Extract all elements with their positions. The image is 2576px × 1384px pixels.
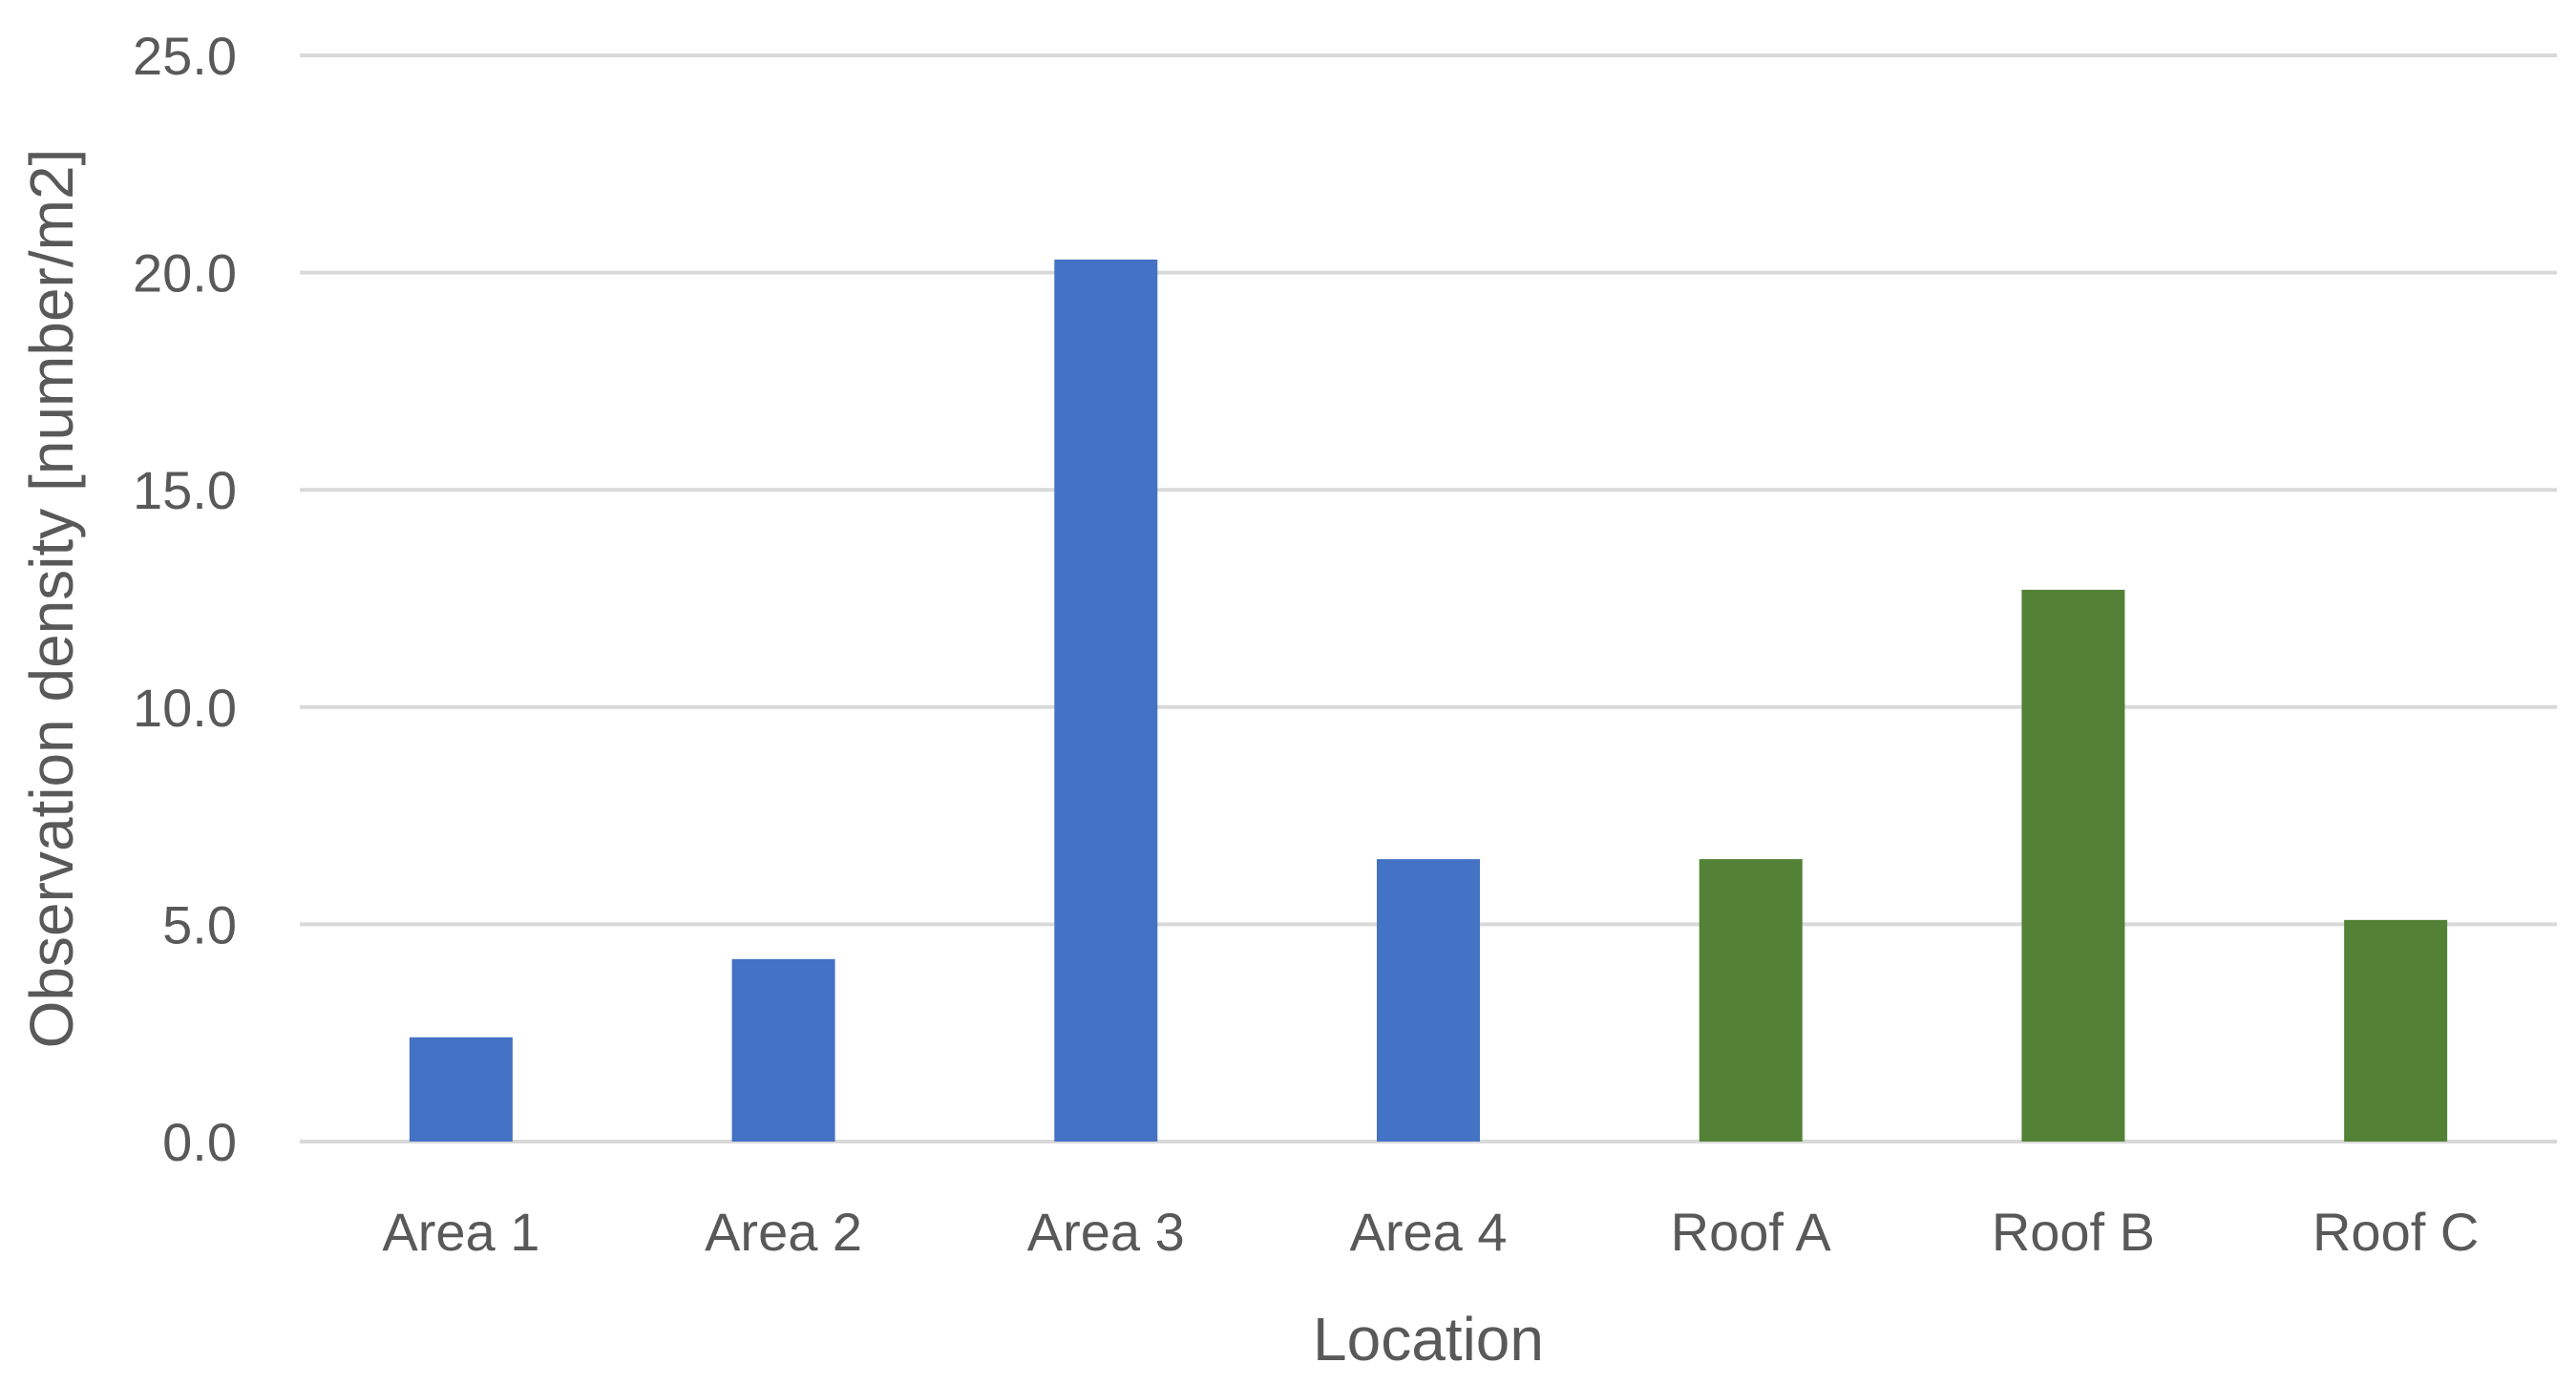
bar-area-1 xyxy=(409,1037,513,1142)
bars xyxy=(409,259,2448,1143)
x-tick-label: Area 2 xyxy=(705,1202,862,1262)
y-axis-title: Observation density [number/m2] xyxy=(17,149,86,1049)
x-tick-label: Area 1 xyxy=(382,1202,539,1262)
y-tick-label: 25.0 xyxy=(133,26,237,86)
y-tick-label: 15.0 xyxy=(133,460,237,520)
x-axis-title: Location xyxy=(1313,1305,1544,1374)
bar-area-2 xyxy=(731,958,835,1142)
y-axis-tick-labels: 0.0 5.0 10.0 15.0 20.0 25.0 xyxy=(133,26,237,1172)
bar-area-3 xyxy=(1054,259,1158,1143)
x-tick-label: Area 3 xyxy=(1027,1202,1185,1262)
x-axis-tick-labels: Area 1 Area 2 Area 3 Area 4 Roof A Roof B Roof… xyxy=(382,1202,2479,1262)
y-tick-label: 5.0 xyxy=(162,894,237,954)
gridlines xyxy=(300,53,2557,1143)
y-tick-label: 0.0 xyxy=(162,1112,237,1172)
bar-roof-a xyxy=(1699,859,1803,1142)
bar-roof-c xyxy=(2344,919,2448,1142)
x-tick-label: Area 4 xyxy=(1350,1202,1508,1262)
x-tick-label: Roof A xyxy=(1671,1202,1832,1262)
x-tick-label: Roof B xyxy=(1992,1202,2155,1262)
bar-roof-b xyxy=(2021,589,2125,1142)
y-tick-label: 20.0 xyxy=(133,243,237,304)
x-tick-label: Roof C xyxy=(2312,1202,2479,1262)
bar-area-4 xyxy=(1377,859,1480,1142)
y-tick-label: 10.0 xyxy=(133,678,237,738)
